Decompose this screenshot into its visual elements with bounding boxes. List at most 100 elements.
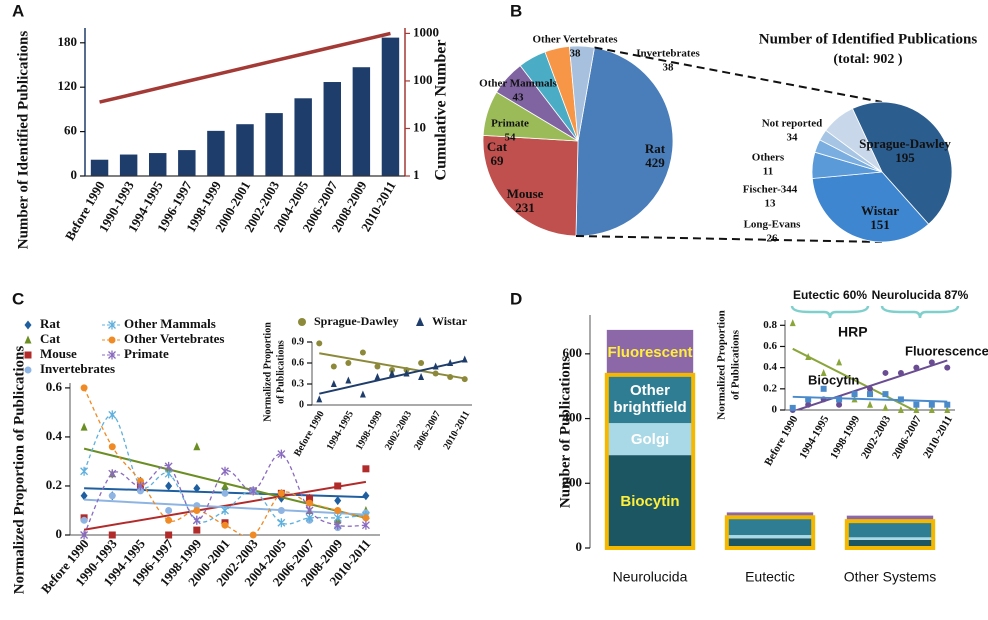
bar-segment [846,521,934,538]
x-tick-label: 1994-1995 [797,413,831,461]
x-tick-label: 2010-2011 [921,414,955,461]
marker [330,363,337,370]
slice-label: Rat [645,141,666,156]
marker [221,521,229,529]
marker [836,401,843,408]
highlight-box [844,519,936,550]
marker [389,369,395,377]
bar [265,113,283,176]
marker [221,489,229,497]
pie-slice [811,171,930,243]
y-tick-label: 400 [563,410,583,425]
marker [249,486,258,496]
legend-marker [416,317,424,326]
legend-label: Invertebrates [40,361,115,376]
bar [178,150,196,176]
slice-value: 43 [513,92,525,104]
y-tick-label: 0.2 [46,477,62,492]
y-tick-label: 0 [576,539,583,554]
marker [447,374,454,380]
legend-marker [24,351,32,359]
marker [221,505,229,515]
marker [432,370,439,377]
marker [789,319,796,327]
marker [928,406,935,413]
legend-label: Other Mammals [124,316,216,331]
trend-line [319,352,465,380]
marker [334,482,342,490]
marker [897,396,904,403]
bar-segment [606,423,694,456]
marker [789,404,796,411]
marker [136,481,145,491]
x-tick-label: 2002-2003 [383,409,414,452]
marker [897,406,904,413]
marker [805,353,812,361]
y2-axis-label: Cumulative Number [433,40,450,181]
bar [294,98,312,176]
pie-slice [569,45,595,142]
marker [80,530,89,540]
marker [913,401,920,408]
marker [361,520,370,530]
slice-value: 231 [515,200,535,215]
y-axis-label: Normalized Proportion of Publications [11,346,27,595]
legend-marker [24,366,32,374]
y-tick-label: 0.6 [292,357,305,368]
legend-label: Wistar [432,314,468,328]
slice-value: 54 [505,132,517,144]
marker [374,363,381,370]
slice-value: 151 [870,217,890,232]
annotation: Neurolucida 87% [872,288,969,302]
marker [820,368,827,376]
y-axis-label: Number of Identified Publications [15,31,31,250]
x-tick-label: Before 1990 [762,413,800,468]
slice-label: Mouse [507,186,544,201]
connector [575,46,883,243]
legend-label: Rat [40,316,61,331]
bar [352,67,371,176]
legend-marker [24,320,32,330]
marker [334,506,342,514]
legend-marker [108,350,116,360]
marker [867,385,873,392]
bar [119,154,138,176]
marker [928,359,935,366]
segment-label-box: Other brightfield [613,382,686,416]
marker [193,483,201,493]
marker [316,395,323,403]
marker [165,531,173,539]
marker [108,531,116,539]
bar-segment [846,539,934,548]
marker [277,489,285,497]
segment-label: Fluorescent [607,343,693,361]
slice-label: Fischer-344 [743,184,798,196]
marker [249,531,257,539]
x-tick-label: Before 1990 [62,178,108,243]
slice-value: 69 [491,153,505,168]
y-tick-label: 180 [58,34,78,49]
marker [136,487,144,495]
y-tick-label: 0.8 [763,319,777,331]
marker [805,401,812,408]
y-axis-label: Number of Publications [557,356,573,508]
pie-slice [825,108,883,173]
marker [306,499,314,507]
x-tick-label: Before 1990 [292,409,327,458]
y-axis-label: of Publications [730,329,742,400]
marker [913,364,920,371]
marker [851,391,858,398]
marker [277,518,286,528]
y-tick-label: 60 [64,123,77,138]
marker [362,491,370,501]
y-tick-label: 10 [413,119,426,134]
panel-letter: A [12,1,24,20]
marker [944,401,951,408]
marker [882,369,889,376]
chart-subtitle: (total: 902 ) [833,52,903,67]
marker [418,360,425,366]
marker [359,349,366,356]
marker [305,505,314,515]
marker [867,400,873,408]
marker [374,373,381,380]
